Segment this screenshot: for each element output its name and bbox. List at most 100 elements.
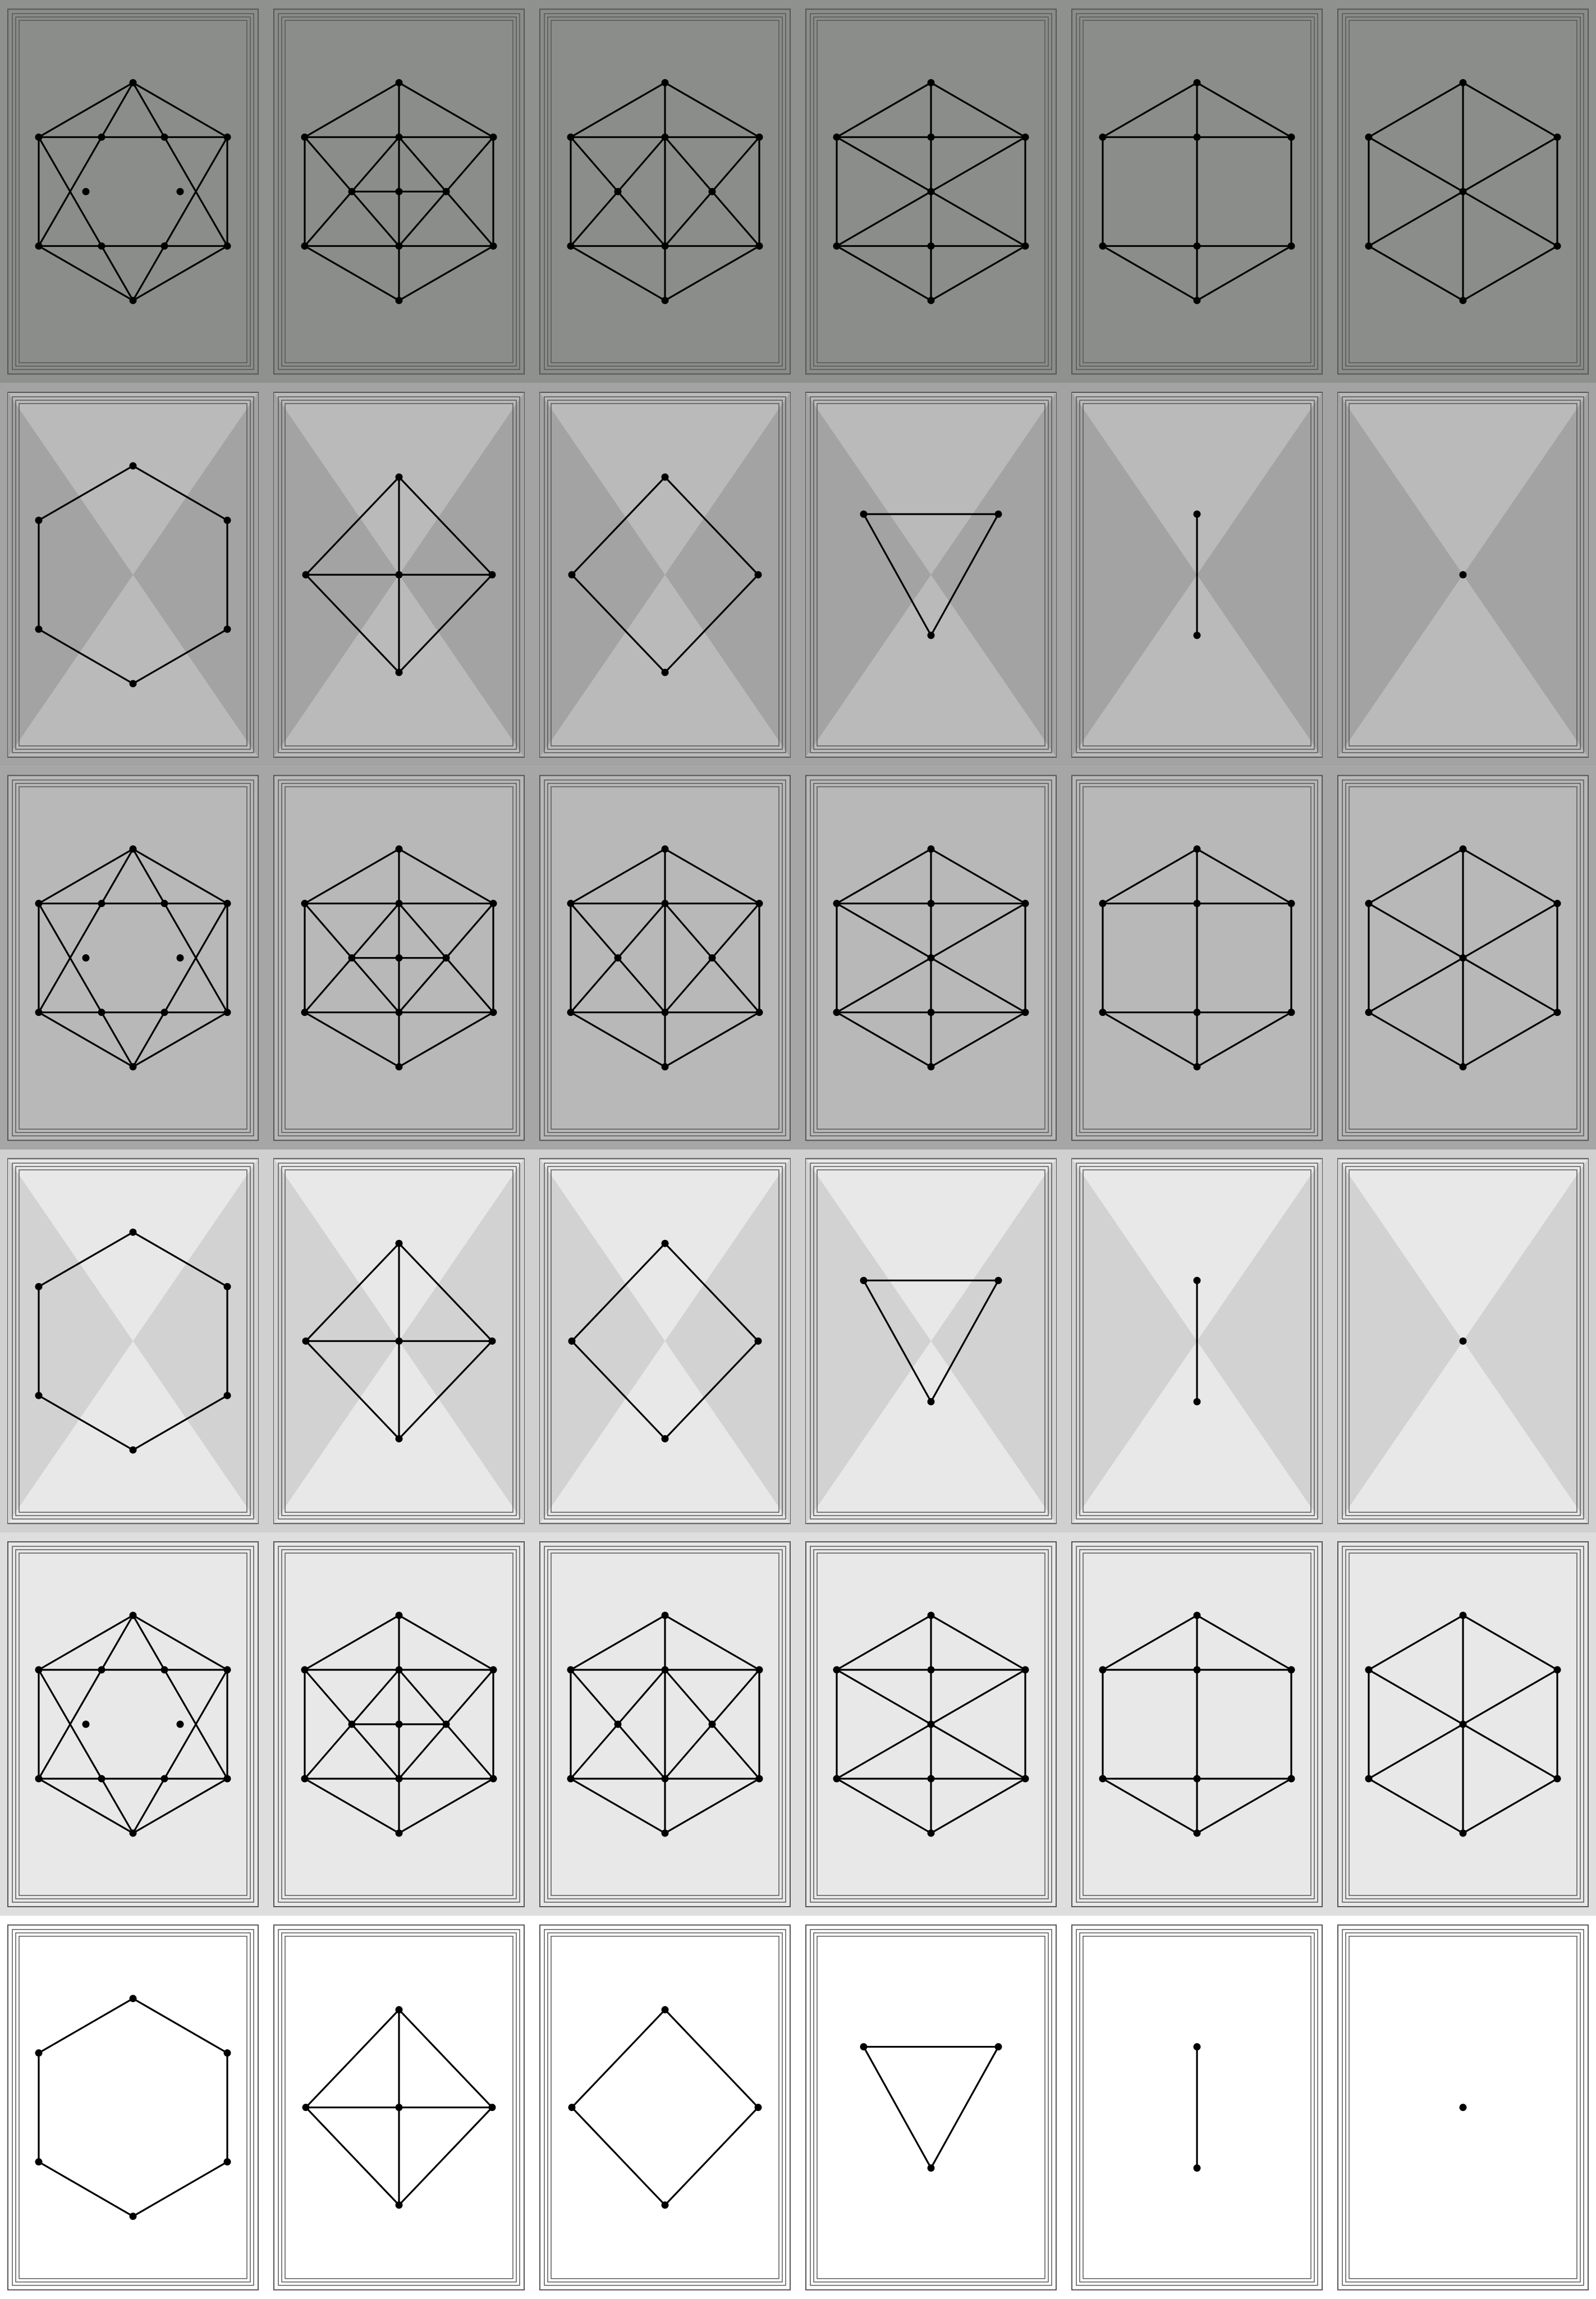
card-frame — [1349, 403, 1577, 747]
card-frame — [285, 1552, 513, 1896]
vertex — [1287, 1009, 1295, 1016]
edge — [304, 191, 353, 247]
edge — [398, 848, 494, 905]
vertex — [661, 79, 669, 86]
edge — [38, 1231, 134, 1288]
card-frame — [12, 1546, 254, 1903]
edge — [38, 848, 134, 905]
shade-triangle — [540, 1158, 665, 1524]
row-band — [0, 383, 1596, 767]
vertex — [833, 1666, 841, 1674]
shade-triangle — [1197, 392, 1322, 757]
vertex — [82, 954, 90, 962]
shade-triangle — [665, 392, 790, 757]
vertex — [927, 242, 935, 250]
vertex — [395, 954, 403, 962]
vertex — [755, 1666, 763, 1674]
card-frame — [1083, 1169, 1311, 1513]
vertex — [1365, 900, 1373, 908]
edge — [305, 574, 400, 674]
vertex — [1459, 1829, 1467, 1837]
vertex — [129, 1063, 137, 1071]
vertex — [301, 1666, 309, 1674]
card-hex-star — [805, 775, 1057, 1141]
card-frame — [1342, 779, 1584, 1137]
vertex — [1193, 1775, 1201, 1783]
vertex — [395, 473, 403, 481]
vertex — [661, 2201, 669, 2209]
vertex — [1193, 133, 1201, 141]
vertex — [1459, 296, 1467, 304]
card-frame — [817, 1169, 1045, 1513]
vertex — [223, 1009, 231, 1016]
vertex — [395, 900, 403, 908]
edge — [863, 2046, 932, 2169]
card-frame — [278, 1546, 520, 1903]
edge — [664, 1614, 760, 1671]
card-frame — [544, 396, 786, 753]
vertex — [395, 79, 403, 86]
card-frame — [281, 1549, 517, 1899]
vertex — [833, 1009, 841, 1016]
edge — [570, 136, 619, 193]
card-frame — [817, 403, 1045, 747]
vertex — [755, 242, 763, 250]
card-frame — [1076, 779, 1318, 1137]
card-frame — [544, 1162, 786, 1520]
card-hex-diamond — [539, 8, 791, 375]
shade-triangle — [540, 392, 665, 757]
vertex — [1193, 296, 1201, 304]
vertex — [395, 187, 403, 195]
card-point — [1337, 1924, 1589, 2291]
edge — [664, 1778, 760, 1834]
edge — [930, 1280, 999, 1403]
vertex — [160, 1666, 168, 1674]
card-triangle — [805, 1924, 1057, 2291]
vertex — [1553, 1009, 1561, 1016]
edge — [664, 1669, 713, 1725]
edge — [132, 2161, 228, 2218]
edge — [132, 1231, 228, 1288]
shade-triangle — [8, 392, 133, 757]
edge — [351, 136, 400, 193]
card-background — [7, 1541, 259, 1907]
vertex — [1193, 1276, 1201, 1284]
vertex — [129, 1228, 137, 1236]
edge — [570, 1614, 666, 1671]
edge — [836, 1778, 932, 1834]
edge — [664, 2106, 759, 2206]
card-frame — [551, 1169, 779, 1513]
edge — [398, 1778, 494, 1834]
card-frame — [1076, 1162, 1318, 1520]
card-frame — [278, 396, 520, 753]
edge — [38, 1394, 134, 1451]
edge — [38, 82, 134, 247]
edge — [571, 1340, 666, 1440]
card-triangle — [805, 1158, 1057, 1524]
vertex — [661, 1775, 669, 1783]
card-frame — [547, 400, 783, 750]
edge — [1102, 245, 1198, 301]
card-hex-diamond — [539, 775, 791, 1141]
edge — [398, 1340, 493, 1440]
edge — [664, 1011, 760, 1068]
vertex — [98, 133, 106, 141]
edge — [351, 191, 400, 247]
edge — [445, 903, 494, 959]
vertex — [1021, 133, 1029, 141]
card-frame — [1076, 1546, 1318, 1903]
edge — [664, 903, 713, 959]
edge — [836, 848, 932, 905]
vertex — [395, 296, 403, 304]
vertex — [1193, 2043, 1201, 2051]
vertex — [129, 79, 137, 86]
shade-triangle — [1338, 392, 1463, 757]
card-frame — [12, 13, 254, 370]
card-frame — [15, 1166, 251, 1517]
edge — [664, 1723, 713, 1780]
vertex — [1287, 133, 1295, 141]
card-frame — [285, 786, 513, 1130]
card-frame — [1076, 396, 1318, 753]
edge — [1368, 848, 1464, 905]
vertex — [661, 473, 669, 481]
